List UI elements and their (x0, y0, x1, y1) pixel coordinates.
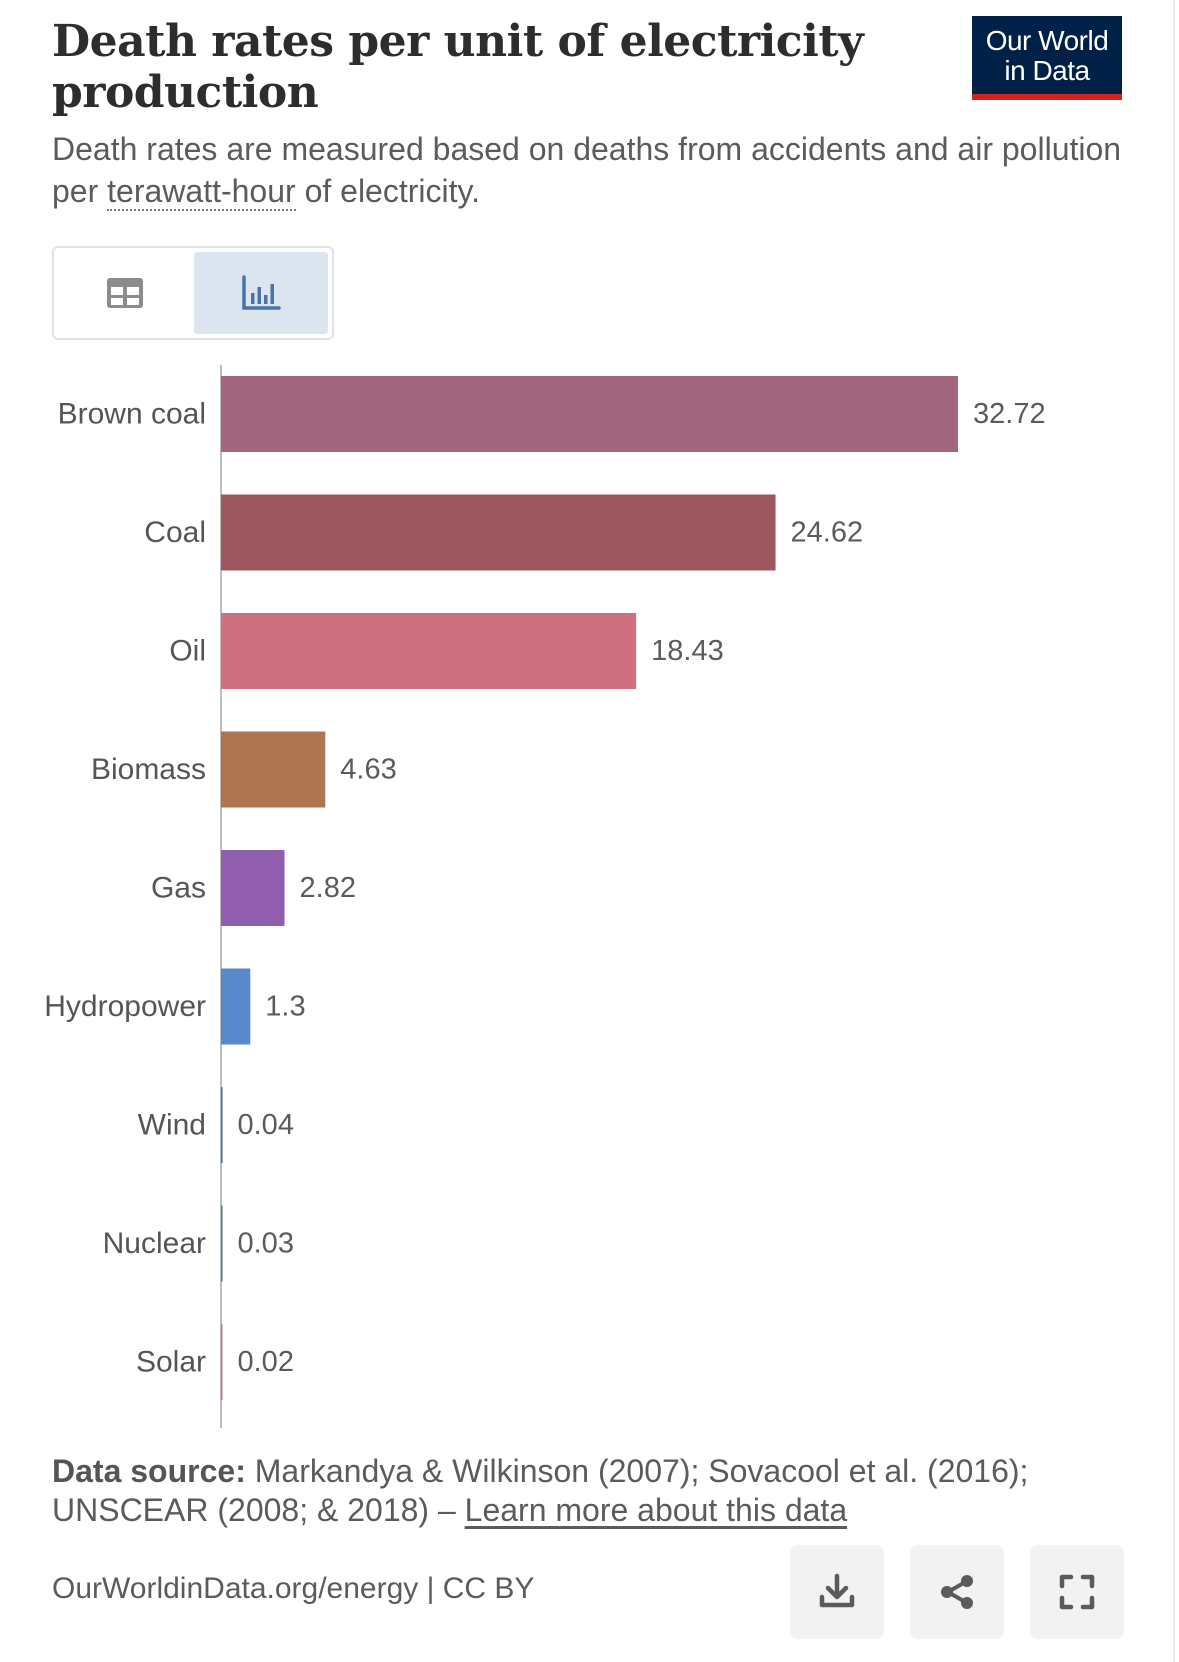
category-label: Coal (144, 516, 206, 549)
logo-accent-bar (972, 94, 1122, 100)
view-toggle (52, 246, 334, 340)
logo-line-1: Our World (985, 25, 1109, 56)
value-label: 4.63 (340, 754, 396, 786)
category-label: Hydropower (44, 990, 206, 1023)
source-label: Data source: (52, 1453, 246, 1489)
value-label: 0.04 (238, 1109, 294, 1141)
category-label: Biomass (91, 753, 206, 786)
subtitle-text-end: of electricity. (295, 173, 481, 209)
value-label: 2.82 (300, 872, 356, 904)
bar-wind[interactable] (221, 1087, 223, 1163)
value-label: 24.62 (791, 517, 864, 549)
bar-hydropower[interactable] (221, 968, 251, 1045)
owid-logo[interactable]: Our World in Data (972, 16, 1122, 100)
bar-oil[interactable] (221, 613, 637, 689)
subtitle-text-start: Death rates are measured based on deaths… (52, 131, 1122, 209)
download-icon (819, 1573, 855, 1608)
category-label: Solar (136, 1346, 206, 1379)
fullscreen-icon (1059, 1574, 1095, 1610)
share-icon (941, 1575, 973, 1609)
bar-solar[interactable] (221, 1324, 223, 1400)
value-label: 18.43 (651, 635, 724, 667)
table-icon (107, 278, 143, 308)
value-label: 0.03 (238, 1228, 294, 1260)
bar-brown-coal[interactable] (221, 376, 958, 452)
bar-chart-icon (242, 275, 281, 310)
fullscreen-button[interactable] (1030, 1545, 1124, 1639)
category-label: Gas (151, 872, 206, 905)
chart-title: Death rates per unit of electricity prod… (52, 16, 864, 118)
bar-nuclear[interactable] (221, 1205, 223, 1282)
tab-chart-view[interactable] (194, 252, 328, 334)
value-label: 0.02 (238, 1346, 294, 1378)
footer-url: OurWorldinData.org/energy | CC BY (52, 1572, 535, 1605)
bar-gas[interactable] (221, 850, 285, 926)
bar-coal[interactable] (221, 494, 776, 571)
category-label: Wind (138, 1109, 206, 1142)
learn-more-link[interactable]: Learn more about this data (464, 1492, 848, 1528)
category-label: Brown coal (58, 398, 206, 431)
category-label: Oil (169, 635, 206, 668)
value-label: 32.72 (973, 398, 1046, 430)
terawatt-hour-term[interactable]: terawatt-hour (107, 173, 296, 211)
source-text: Markandya & Wilkinson (2007); Sovacool e… (52, 1453, 1029, 1528)
tab-table-view[interactable] (58, 252, 192, 334)
logo-line-2: in Data (1004, 55, 1090, 86)
category-label: Nuclear (103, 1227, 206, 1260)
value-label: 1.3 (265, 991, 305, 1023)
bar-biomass[interactable] (221, 731, 326, 808)
download-button[interactable] (790, 1545, 884, 1639)
bar-chart: Brown coal 32.72 Coal 24.62 Oil 18.43 Biomass 4… (44, 365, 1046, 1428)
data-source: Data source: Markandya & Wilkinson (2007… (52, 1452, 1132, 1530)
chart-subtitle: Death rates are measured based on deaths… (52, 128, 1122, 212)
share-button[interactable] (910, 1545, 1004, 1639)
